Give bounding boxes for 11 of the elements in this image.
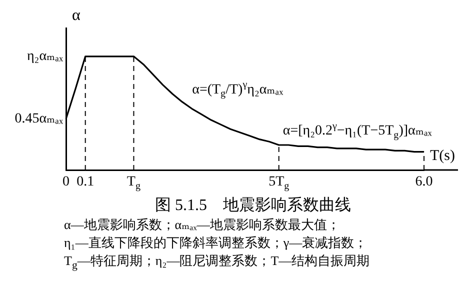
y-axis-title: α (72, 7, 81, 24)
x-tick-label: 0.1 (76, 174, 94, 190)
x-axis-title: T(s) (430, 148, 455, 164)
text: η₂αₘₐₓ (26, 49, 64, 64)
x-tick-label: 0 (62, 174, 70, 190)
text: 图 5.1.5 地震影响系数曲线 (154, 196, 352, 216)
annotation: 0.45αₘₐₓ (14, 112, 64, 127)
text: α—地震影响系数；αₘₐₓ—地震影响系数最大值； (64, 216, 341, 234)
text: T$_{g}$—特征周期；η₂—阻尼调整系数；T—结构自振周期 (64, 252, 371, 274)
text: η₁—直线下降段的下降斜率调整系数；γ—衰减指数； (64, 234, 368, 252)
x-tick-label: 6.0 (415, 174, 433, 190)
